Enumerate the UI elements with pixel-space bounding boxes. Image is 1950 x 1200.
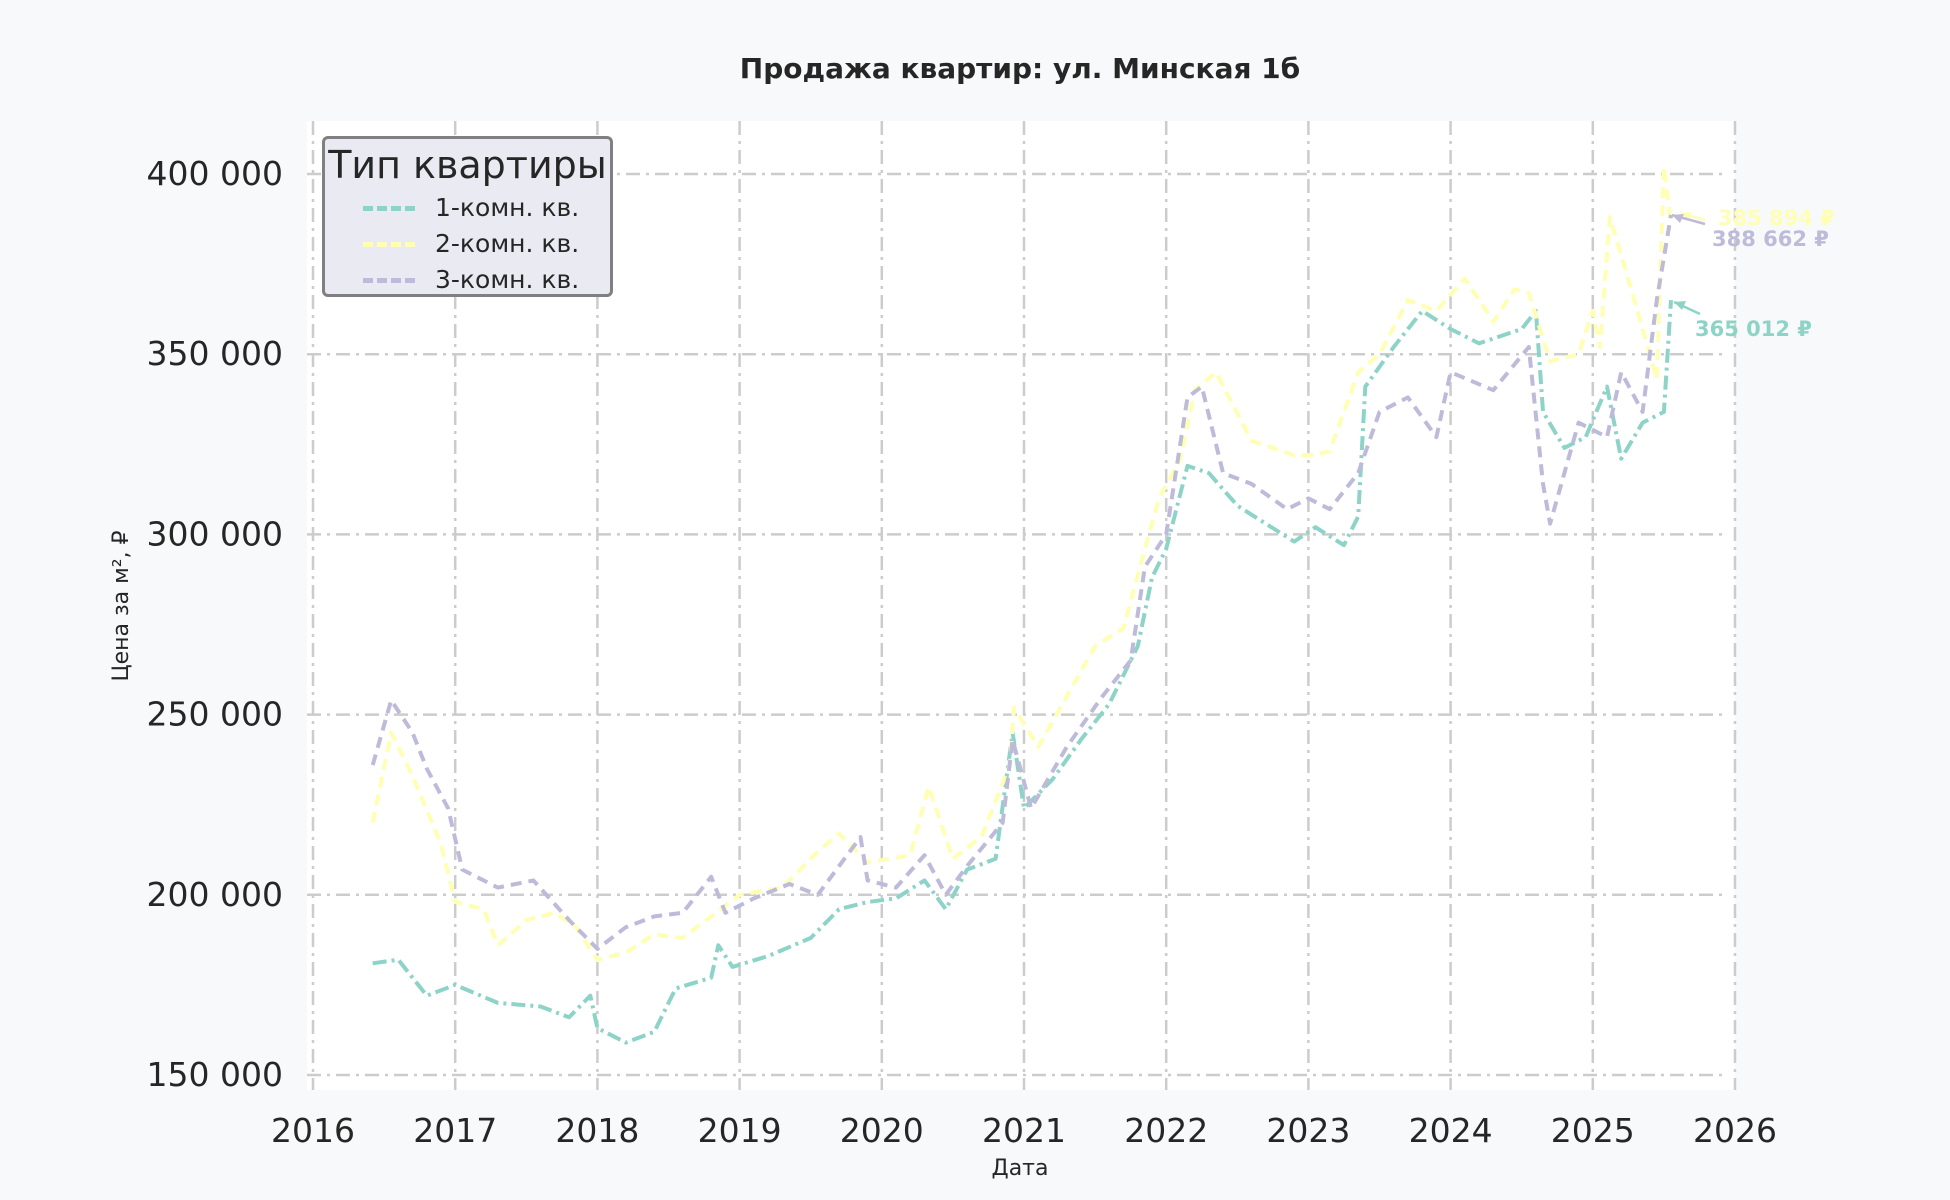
end-value-annotations: 385 894 ₽388 662 ₽ 365 012 ₽ xyxy=(1671,206,1835,341)
legend-line-icon xyxy=(363,206,415,211)
y-tick-label: 350 000 xyxy=(147,334,283,373)
x-tick-label: 2019 xyxy=(698,1111,782,1150)
y-tick-label: 200 000 xyxy=(147,875,283,914)
annotation-label: 385 894 ₽ xyxy=(1718,206,1835,230)
x-tick-label: 2024 xyxy=(1409,1111,1493,1150)
x-tick-label: 2025 xyxy=(1551,1111,1635,1150)
annotation-label: 388 662 ₽ xyxy=(1712,227,1829,251)
x-tick-label: 2018 xyxy=(555,1111,639,1150)
x-tick-label: 2021 xyxy=(982,1111,1066,1150)
x-axis-ticks: 2016 2017 2018 2019 2020 2021 2022 2023 2024 2025… xyxy=(271,1111,1777,1150)
legend-title: Тип квартиры xyxy=(328,143,607,187)
y-tick-label: 250 000 xyxy=(147,695,283,734)
legend: Тип квартиры 1-комн. кв. 2-комн. кв. 3-к… xyxy=(322,136,613,297)
x-tick-label: 2022 xyxy=(1124,1111,1208,1150)
legend-line-icon xyxy=(363,278,415,283)
series-line-3room xyxy=(370,214,1673,951)
y-axis-ticks: 150 000 200 000 250 000 300 000 350 000 400 0… xyxy=(147,154,283,1094)
x-tick-label: 2017 xyxy=(413,1111,497,1150)
arrowhead-icon xyxy=(1672,214,1684,223)
data-lines xyxy=(370,164,1673,1045)
legend-label: 1-комн. кв. xyxy=(435,193,580,222)
series-line-1room xyxy=(372,299,1673,1045)
x-tick-label: 2023 xyxy=(1266,1111,1350,1150)
legend-item-1room: 1-комн. кв. xyxy=(363,193,603,223)
y-tick-label: 400 000 xyxy=(147,154,283,193)
x-axis-label: Дата xyxy=(992,1156,1049,1181)
y-axis-label: Цена за м², ₽ xyxy=(109,530,134,681)
x-tick-label: 2026 xyxy=(1693,1111,1777,1150)
x-tick-label: 2016 xyxy=(271,1111,355,1150)
legend-label: 3-комн. кв. xyxy=(435,265,580,294)
annotation-label: 365 012 ₽ xyxy=(1695,317,1812,341)
y-tick-label: 300 000 xyxy=(147,514,283,553)
chart-title: Продажа квартир: ул. Минская 1б xyxy=(739,52,1301,85)
x-tick-label: 2020 xyxy=(840,1111,924,1150)
y-tick-label: 150 000 xyxy=(147,1055,283,1094)
arrowhead-icon xyxy=(1674,301,1686,310)
legend-item-3room: 3-комн. кв. xyxy=(363,265,603,295)
legend-item-2room: 2-комн. кв. xyxy=(363,229,603,259)
legend-label: 2-комн. кв. xyxy=(435,229,580,258)
legend-line-icon xyxy=(363,242,415,247)
